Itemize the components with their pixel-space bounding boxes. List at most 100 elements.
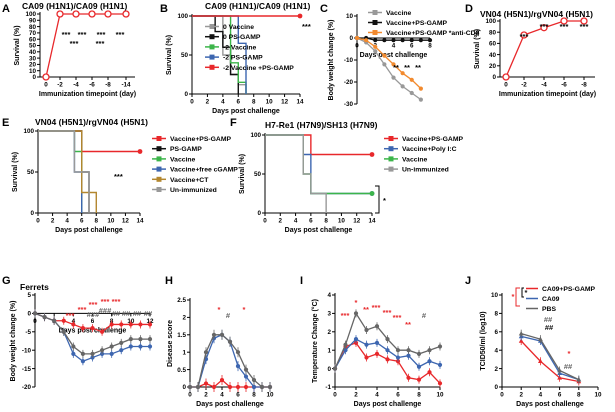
data-point <box>373 49 378 54</box>
legend-entry: Vaccine+PS-GAMP <box>368 20 447 27</box>
x-tick-label: -2 <box>521 82 527 89</box>
x-tick-label: 0 <box>500 392 504 399</box>
significance-mark: # <box>226 311 231 320</box>
data-point <box>382 62 387 67</box>
data-point <box>354 35 360 41</box>
x-axis-label: Days post challenge <box>55 227 123 234</box>
data-point <box>147 337 153 342</box>
panel-label: D <box>465 3 473 15</box>
panel-title: CA09 (H1N1)/CA09 (H1N1) <box>205 1 311 11</box>
x-tick-label: 0 <box>33 318 37 325</box>
data-point <box>437 381 443 386</box>
data-point <box>409 38 414 43</box>
data-point <box>219 332 225 337</box>
series-line <box>192 15 239 94</box>
data-point <box>104 10 112 18</box>
data-point <box>235 350 241 355</box>
legend-entry: Vaccine+PS-GAMP *anti-CD8 <box>368 30 480 37</box>
x-tick-label: -8 <box>581 82 587 89</box>
y-axis-label: Disease score <box>167 320 174 367</box>
series-2 <box>354 35 423 91</box>
significance-mark: *** <box>62 30 71 39</box>
significance-mark: *** <box>116 30 125 39</box>
x-tick-label: 6 <box>237 99 241 106</box>
significance-mark: *** <box>393 313 402 322</box>
y-tick-label: 0 <box>182 384 186 391</box>
data-point <box>580 17 588 25</box>
y-axis-label: Body weight change (%) <box>10 301 17 382</box>
x-tick-label: 10 <box>436 392 444 399</box>
panel-label: E <box>2 117 9 129</box>
significance-mark: *** <box>302 22 311 31</box>
panel-title: H7-Re1 (H7N9)/SH13 (H7N9) <box>265 120 378 130</box>
significance-mark: ## <box>544 315 553 324</box>
data-point <box>56 10 64 18</box>
data-point <box>502 73 510 81</box>
data-point <box>90 326 95 331</box>
data-point <box>437 344 443 349</box>
data-point <box>119 340 124 345</box>
y-axis-label: TCID50/ml (log10) <box>480 311 487 370</box>
legend-marker <box>156 187 162 192</box>
data-point <box>251 384 257 390</box>
x-tick-label: 6 <box>236 392 240 399</box>
legend-entry: -2 PS-GAMP <box>205 54 263 62</box>
series-end-point <box>369 152 375 157</box>
y-tick-label: -5 <box>25 329 31 336</box>
data-point <box>353 311 359 316</box>
y-tick-label: 2 <box>327 329 331 336</box>
y-tick-label: -10 <box>22 347 32 354</box>
series-2 <box>265 134 375 196</box>
x-tick-label: 2 <box>51 218 55 225</box>
data-point <box>538 358 543 364</box>
data-point <box>72 10 80 18</box>
significance-mark: ## <box>112 309 121 318</box>
x-tick-label: 2 <box>204 392 208 399</box>
panel-d: D VN04 (H5N1)/rgVN04 (H5N1) 0 20 40 60 80 100 Im… <box>465 3 596 98</box>
significance-mark: *** <box>78 305 87 314</box>
y-tick-label: 1 <box>327 347 331 354</box>
panel-a: A CA09 (H1N1)/CA09 (H1N1)0102030405060708… <box>2 1 136 98</box>
y-tick-label: 30 <box>29 55 37 62</box>
data-point <box>557 375 562 380</box>
data-point <box>353 337 359 342</box>
significance-mark: ## <box>133 309 142 318</box>
series-line <box>265 134 372 156</box>
significance-mark: ** <box>405 320 411 329</box>
data-point <box>373 44 378 49</box>
x-tick-label: 12 <box>281 99 289 106</box>
y-tick-label: -20 <box>22 384 32 391</box>
legend-marker <box>209 64 215 70</box>
significance-mark: *** <box>112 297 121 306</box>
legend-marker <box>388 146 394 152</box>
x-tick-label: 4 <box>294 218 298 225</box>
y-tick-label: 70 <box>29 30 37 37</box>
data-point <box>187 384 193 390</box>
panel-title: Ferrets <box>20 282 49 292</box>
series-line <box>521 333 580 381</box>
legend-label: CA09+PS-GAMP <box>542 286 596 293</box>
y-tick-label: 10 <box>491 292 499 299</box>
data-point <box>251 377 257 383</box>
panel-b: B CA09 (H1N1)/CA09 (H1N1) 0 50 100 0 2 4 6 8 10 12 1… <box>160 1 311 115</box>
significance-mark: ** <box>404 63 410 72</box>
data-point <box>385 348 390 353</box>
x-tick-label: 8 <box>324 218 328 225</box>
significance-mark: ## <box>122 309 131 318</box>
data-point <box>391 75 396 80</box>
data-point <box>538 336 543 341</box>
data-point <box>391 62 396 67</box>
y-tick-label: 80 <box>29 24 37 31</box>
y-tick-label: 0 <box>184 91 188 98</box>
y-tick-label: 50 <box>181 52 189 59</box>
x-tick-label: 4 <box>375 392 379 399</box>
y-tick-label: 100 <box>25 11 36 18</box>
x-tick-label: 6 <box>558 392 562 399</box>
x-tick-label: 10 <box>266 99 274 106</box>
legend-entry: -2 Vaccine +PS-GAMP <box>205 64 294 72</box>
legend-entry: Vaccine+PS-GAMP <box>152 136 231 143</box>
data-point <box>518 338 524 343</box>
data-point <box>427 370 432 375</box>
data-point <box>395 355 401 360</box>
